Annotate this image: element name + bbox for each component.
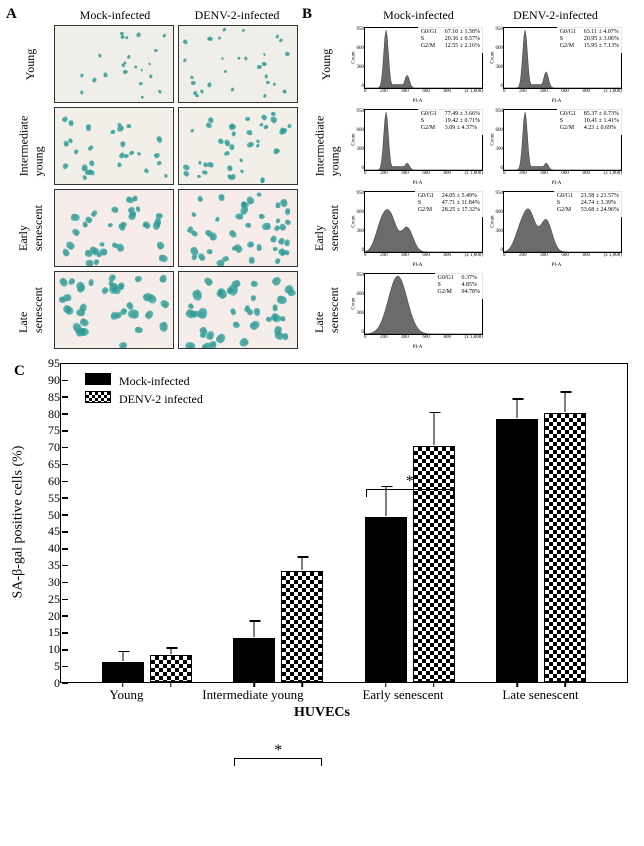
rowlabel-inter: Intermediateyoung [8, 107, 54, 185]
colhead-mock-b: Mock-infected [350, 8, 487, 25]
panel-a-row-young: Young [8, 25, 298, 103]
panel-b-row-early: EarlysenescentCount030060095002004006008… [304, 189, 624, 267]
histo-late-mock: Count03006009500200400600800(x 1,000)PI-… [350, 271, 485, 349]
micrograph-late-mock [54, 271, 174, 349]
bargroup-1: * [233, 571, 323, 682]
histo-young-mock: Count03006009500200400600800(x 1,000)PI-… [350, 25, 485, 103]
histo-early-denv: Count03006009500200400600800(x 1,000)PI-… [489, 189, 624, 267]
bar-denv-0 [150, 655, 192, 682]
panel-b-colheads: Mock-infected DENV-2-infected [350, 8, 624, 25]
panel-c-ylabel-text: SA-β-gal positive cells (%) [10, 446, 26, 599]
xlabel-2: Early senescent [362, 687, 443, 703]
panel-c-plotarea: Mock-infected DENV-2 infected ** [60, 363, 628, 683]
rowlabel-young: Young [8, 25, 54, 103]
panel-b-grid: YoungCount03006009500200400600800(x 1,00… [304, 25, 624, 349]
panel-a: A Mock-infected DENV-2-infected YoungInt… [8, 8, 298, 353]
bar-mock-2 [365, 517, 407, 682]
xlabel-3: Late senescent [502, 687, 578, 703]
bargroup-0 [102, 655, 192, 682]
panel-c: C SA-β-gal positive cells (%) 0510152025… [8, 363, 636, 721]
histo-young-denv: Count03006009500200400600800(x 1,000)PI-… [489, 25, 624, 103]
micrograph-late-denv [178, 271, 298, 349]
rowlabel-b-inter: Intermediateyoung [304, 107, 350, 185]
panel-b: B Mock-infected DENV-2-infected YoungCou… [304, 8, 624, 353]
micrograph-young-mock [54, 25, 174, 103]
micrograph-early-denv [178, 189, 298, 267]
micrograph-inter-mock [54, 107, 174, 185]
panel-c-yticks: 05101520253035404550556065707580859095 [26, 363, 60, 683]
figure-root: A Mock-infected DENV-2-infected YoungInt… [8, 8, 636, 721]
bargroup-2: * [365, 446, 455, 682]
rowlabel-b-early: Earlysenescent [304, 189, 350, 267]
panel-a-colheads: Mock-infected DENV-2-infected [54, 8, 298, 25]
micrograph-inter-denv [178, 107, 298, 185]
colhead-denv-b: DENV-2-infected [487, 8, 624, 25]
top-row: A Mock-infected DENV-2-infected YoungInt… [8, 8, 636, 353]
bargroup-3 [496, 413, 586, 682]
panel-c-ylabel: SA-β-gal positive cells (%) [10, 363, 26, 681]
panel-c-xlabels: Young Intermediate young Early senescent La… [60, 683, 628, 703]
micrograph-early-mock [54, 189, 174, 267]
panel-b-letter: B [302, 6, 312, 23]
panel-b-row-young: YoungCount03006009500200400600800(x 1,00… [304, 25, 624, 103]
panel-b-row-late: LatesenescentCount0300600950020040060080… [304, 271, 624, 349]
micrograph-young-denv [178, 25, 298, 103]
bar-mock-0 [102, 662, 144, 682]
rowlabel-early: Earlysenescent [8, 189, 54, 267]
histo-inter-denv: Count03006009500200400600800(x 1,000)PI-… [489, 107, 624, 185]
bar-denv-3 [544, 413, 586, 682]
histo-inter-mock: Count03006009500200400600800(x 1,000)PI-… [350, 107, 485, 185]
colhead-mock: Mock-infected [54, 8, 176, 25]
xlabel-1: Intermediate young [202, 687, 303, 703]
colhead-denv: DENV-2-infected [176, 8, 298, 25]
panel-c-xaxis-title: HUVECs [8, 705, 636, 721]
rowlabel-b-young: Young [304, 25, 350, 103]
panel-a-row-early: Earlysenescent [8, 189, 298, 267]
rowlabel-b-late: Latesenescent [304, 271, 350, 349]
bar-mock-1 [233, 638, 275, 682]
xlabel-0: Young [109, 687, 143, 703]
panel-c-bargroups: ** [61, 364, 627, 682]
bar-denv-1 [281, 571, 323, 682]
panel-a-letter: A [6, 6, 17, 23]
bar-mock-3 [496, 419, 538, 682]
rowlabel-late: Latesenescent [8, 271, 54, 349]
panel-a-grid: YoungIntermediateyoungEarlysenescentLate… [8, 25, 298, 349]
histo-early-mock: Count03006009500200400600800(x 1,000)PI-… [350, 189, 485, 267]
panel-b-row-inter: IntermediateyoungCount030060095002004006… [304, 107, 624, 185]
panel-a-row-late: Latesenescent [8, 271, 298, 349]
panel-a-row-inter: Intermediateyoung [8, 107, 298, 185]
